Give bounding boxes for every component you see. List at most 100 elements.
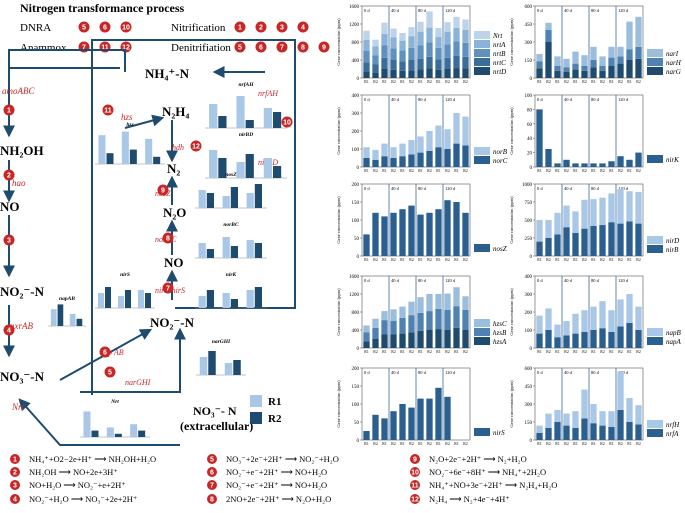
bar-nrfa bbox=[554, 422, 561, 440]
chart-xtick: R1 bbox=[364, 258, 369, 262]
bar-nrta bbox=[408, 36, 415, 48]
step-badge-circle bbox=[410, 467, 420, 477]
mini-chart-nirk: nirK bbox=[195, 272, 267, 309]
bar-hzsb bbox=[453, 306, 460, 328]
bar-nird bbox=[572, 211, 579, 233]
step-badge-circle bbox=[3, 104, 15, 116]
chart-xtick: R2 bbox=[391, 350, 396, 354]
chart-xtick: R1 bbox=[555, 80, 560, 84]
chart-xtick: R2 bbox=[546, 169, 551, 173]
species-no2-left: NO₂⁻-N bbox=[0, 284, 45, 299]
step-badge-number: 8 bbox=[210, 497, 214, 504]
legend-label: nrfH bbox=[666, 421, 680, 429]
bar-narh bbox=[608, 57, 615, 66]
process-dnra: DNRA bbox=[20, 22, 51, 34]
chart-xtick: R1 bbox=[573, 442, 578, 446]
chart-period-label: 40 d bbox=[391, 186, 400, 191]
chart-xtick: R1 bbox=[609, 350, 614, 354]
bar-nirs bbox=[390, 411, 397, 440]
process-anammox: Anammox bbox=[20, 42, 67, 54]
bar-nari bbox=[590, 46, 597, 60]
reaction-11: 11 NH₄⁺+NO+3e⁻+2H⁺ ⟶ N₂H₄+H₂O bbox=[410, 480, 557, 490]
reaction-equation: NH₄⁺+NO+3e⁻+2H⁺ ⟶ N₂H₄+H₂O bbox=[429, 480, 557, 490]
bar-nrta bbox=[399, 40, 406, 51]
chart-ylabel: Gene concentration (ppm) bbox=[336, 196, 341, 244]
legend-nrt: Nrt bbox=[474, 31, 503, 40]
chart-period-label: 0 d bbox=[537, 186, 543, 191]
reaction-equation: NH₄⁺+O2−2e+H⁺ ⟶ NH₂OH+H₂O bbox=[29, 454, 156, 464]
reaction-equation: NO+H₂O ⟶ NO₂⁻+e+2H⁺ bbox=[29, 480, 126, 490]
bar-nirs bbox=[408, 407, 415, 440]
chart-ylabel: Gene concentration (ppm) bbox=[509, 107, 514, 155]
bar-nrtb bbox=[381, 45, 388, 58]
step-badge: 10 bbox=[410, 467, 420, 477]
chart-xtick: R2 bbox=[564, 350, 569, 354]
reaction-list: 1 NH₄⁺+O2−2e+H⁺ ⟶ NH₂OH+H₂O 2 NH₂OH ⟶ NO+2e… bbox=[10, 454, 557, 504]
bar-nrt bbox=[381, 22, 388, 34]
bar-nrt bbox=[399, 33, 406, 41]
chart-ytick: 400 bbox=[352, 94, 360, 99]
mini-chart-label: nirS bbox=[120, 272, 130, 278]
bar-nrfa bbox=[536, 432, 543, 440]
chart-xtick: R1 bbox=[418, 169, 423, 173]
chart-xtick: R1 bbox=[627, 442, 632, 446]
chart-ytick: 100 bbox=[525, 94, 533, 99]
chart-xtick: R1 bbox=[364, 169, 369, 173]
bar-nrtc bbox=[444, 57, 451, 69]
chart-xtick: R2 bbox=[463, 442, 468, 446]
step-badge-number: 6 bbox=[210, 470, 214, 477]
chart-period-label: 0 d bbox=[364, 97, 370, 102]
chart-c4: Gene concentration (ppm) 0 20 40 60 80 100 0 d 4… bbox=[509, 94, 679, 173]
bar-hzsa bbox=[390, 334, 397, 348]
bar-nosz bbox=[408, 205, 415, 256]
bar-napa bbox=[581, 331, 588, 348]
bar-hzsb bbox=[426, 311, 433, 330]
bar-nirk bbox=[617, 156, 624, 167]
bar-hzsb bbox=[390, 321, 397, 335]
bar-norc bbox=[435, 147, 442, 167]
bar-nrtd bbox=[399, 70, 406, 78]
chart-xtick: R1 bbox=[400, 258, 405, 262]
bar-nirb bbox=[608, 222, 615, 256]
chart-xtick: R2 bbox=[582, 442, 587, 446]
mini-bar-r2 bbox=[206, 249, 214, 258]
step-badge: 5 bbox=[104, 366, 116, 378]
bar-nrfh bbox=[617, 371, 624, 410]
bar-napb bbox=[626, 294, 633, 323]
chart-xtick: R2 bbox=[445, 80, 450, 84]
chart-c1: Gene concentration (ppm) 0 400 800 1200 1600 0… bbox=[336, 5, 506, 84]
bar-hzsa bbox=[408, 332, 415, 348]
chart-xtick: R1 bbox=[627, 258, 632, 262]
bar-narg bbox=[635, 58, 642, 78]
mini-bar-r1 bbox=[98, 293, 104, 308]
chart-xtick: R1 bbox=[382, 80, 387, 84]
gene-hao: hao bbox=[12, 178, 26, 188]
bar-napa bbox=[545, 330, 552, 348]
bar-nirk bbox=[536, 109, 543, 167]
chart-xtick: R1 bbox=[418, 350, 423, 354]
bar-nirk bbox=[545, 149, 552, 167]
mini-bar-r2 bbox=[57, 304, 64, 326]
chart-ylabel: Gene concentration (ppm) bbox=[509, 380, 514, 428]
chart-xtick: R1 bbox=[537, 350, 542, 354]
mini-chart-napab: napAB bbox=[48, 296, 86, 327]
step-badge-number: 9 bbox=[161, 188, 165, 195]
mini-bar-r1 bbox=[222, 196, 230, 208]
bar-narh bbox=[572, 63, 579, 70]
bar-hzsb bbox=[399, 317, 406, 334]
reaction-equation: NO₂⁻+e⁻+2H⁺ ⟶ NO+H₂O bbox=[226, 467, 327, 477]
step-badge-number: 11 bbox=[411, 483, 419, 490]
bar-nari bbox=[536, 54, 543, 62]
step-badge: 8 bbox=[207, 494, 217, 504]
mini-chart-nrfah: nrfAH bbox=[205, 82, 287, 129]
step-badge-number: 7 bbox=[280, 45, 284, 52]
gene-napab: nap AB bbox=[100, 348, 124, 357]
step-badge: 5 bbox=[234, 41, 246, 53]
chart-ytick: 0 bbox=[530, 255, 533, 260]
bar-napa bbox=[599, 328, 606, 348]
bar-nrfa bbox=[545, 428, 552, 440]
chart-ytick: 150 bbox=[352, 201, 360, 206]
step-badge-circle bbox=[10, 454, 20, 464]
chart-c7: Gene concentration (ppm) 0 400 800 1200 1600 0… bbox=[336, 275, 507, 354]
chart-xtick: R2 bbox=[391, 442, 396, 446]
